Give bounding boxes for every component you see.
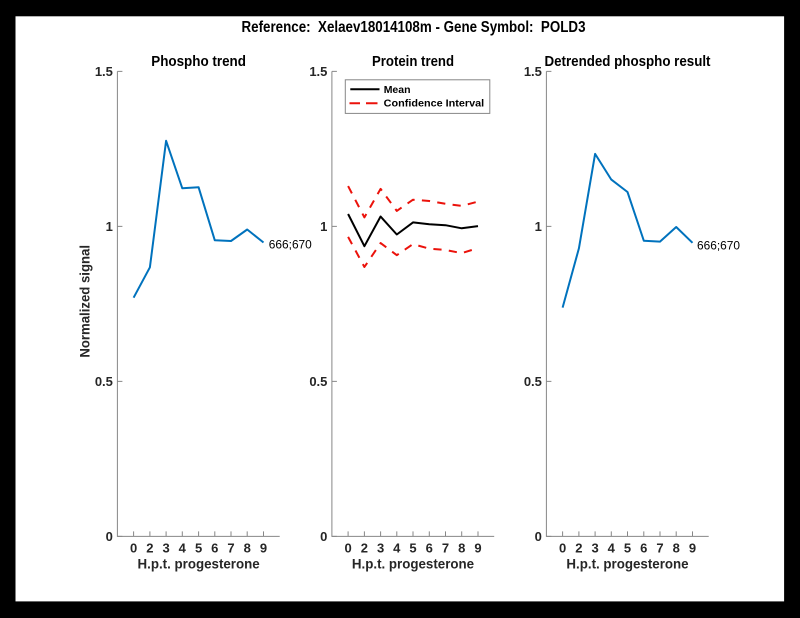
svg-text:0.5: 0.5 xyxy=(309,374,327,389)
svg-text:7: 7 xyxy=(656,540,663,555)
svg-text:Protein trend: Protein trend xyxy=(372,54,454,70)
svg-text:2: 2 xyxy=(575,540,582,555)
svg-text:Reference: Xelaev18014108m -: Reference: Xelaev18014108m - Gene Symbol… xyxy=(242,19,586,36)
svg-text:0.5: 0.5 xyxy=(524,374,542,389)
svg-text:1: 1 xyxy=(320,219,327,234)
svg-text:4: 4 xyxy=(393,540,401,555)
svg-text:3: 3 xyxy=(162,540,169,555)
svg-text:H.p.t. progesterone: H.p.t. progesterone xyxy=(352,557,475,572)
svg-text:5: 5 xyxy=(624,540,631,555)
svg-text:5: 5 xyxy=(195,540,202,555)
svg-text:Phospho trend: Phospho trend xyxy=(151,54,246,70)
svg-text:9: 9 xyxy=(689,540,696,555)
svg-text:1: 1 xyxy=(535,219,542,234)
svg-text:0.5: 0.5 xyxy=(95,374,113,389)
svg-text:H.p.t. progesterone: H.p.t. progesterone xyxy=(566,557,689,572)
svg-text:H.p.t. progesterone: H.p.t. progesterone xyxy=(138,557,261,572)
svg-text:0: 0 xyxy=(344,540,351,555)
svg-text:0: 0 xyxy=(559,540,566,555)
svg-text:9: 9 xyxy=(260,540,267,555)
svg-text:0: 0 xyxy=(130,540,137,555)
svg-text:666;670: 666;670 xyxy=(269,238,312,252)
svg-text:Mean: Mean xyxy=(384,84,411,96)
svg-text:7: 7 xyxy=(442,540,449,555)
svg-text:4: 4 xyxy=(608,540,616,555)
svg-text:0: 0 xyxy=(320,529,327,544)
svg-text:Normalized signal: Normalized signal xyxy=(77,245,92,358)
svg-text:1.5: 1.5 xyxy=(309,64,327,79)
svg-text:3: 3 xyxy=(377,540,384,555)
svg-text:2: 2 xyxy=(361,540,368,555)
svg-text:2: 2 xyxy=(146,540,153,555)
svg-text:Confidence Interval: Confidence Interval xyxy=(384,97,485,109)
svg-text:8: 8 xyxy=(673,540,680,555)
svg-text:5: 5 xyxy=(409,540,416,555)
svg-text:Detrended phospho result: Detrended phospho result xyxy=(545,54,711,70)
svg-text:6: 6 xyxy=(211,540,218,555)
svg-text:666;670: 666;670 xyxy=(697,239,740,253)
svg-text:1.5: 1.5 xyxy=(524,64,542,79)
svg-text:0: 0 xyxy=(535,529,542,544)
svg-text:1: 1 xyxy=(106,219,113,234)
svg-text:0: 0 xyxy=(106,529,113,544)
svg-text:4: 4 xyxy=(179,540,187,555)
svg-text:1.5: 1.5 xyxy=(95,64,113,79)
svg-text:6: 6 xyxy=(640,540,647,555)
svg-text:9: 9 xyxy=(474,540,481,555)
svg-text:8: 8 xyxy=(458,540,465,555)
svg-text:8: 8 xyxy=(244,540,251,555)
svg-text:7: 7 xyxy=(227,540,234,555)
svg-text:6: 6 xyxy=(426,540,433,555)
svg-text:3: 3 xyxy=(591,540,598,555)
